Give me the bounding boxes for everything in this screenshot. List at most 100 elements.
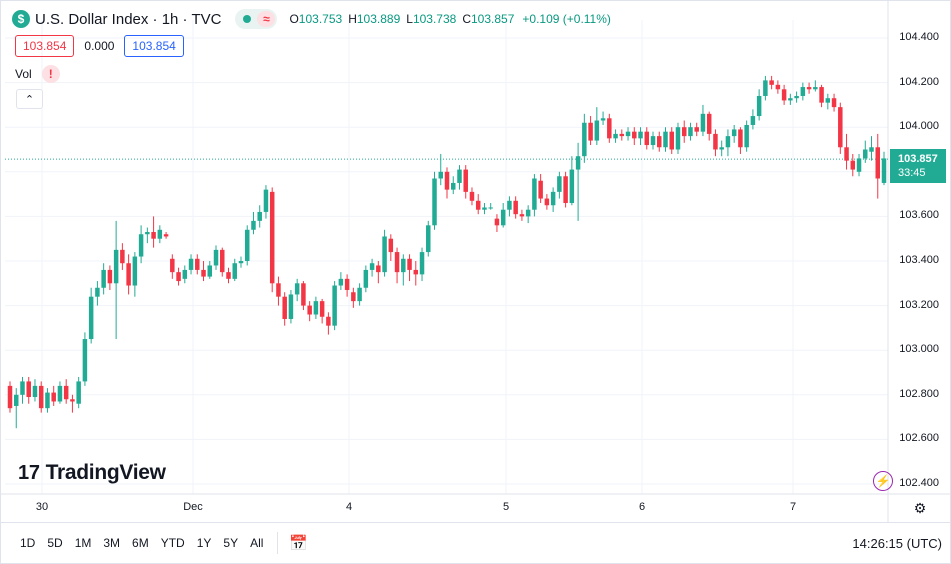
timeframe-button-5d[interactable]: 5D bbox=[47, 536, 63, 550]
last-price-value: 103.857 bbox=[898, 153, 938, 165]
candle bbox=[588, 116, 593, 146]
sell-price-button[interactable]: 103.854 bbox=[15, 35, 75, 57]
candle bbox=[432, 171, 437, 230]
market-open-dot-icon bbox=[243, 15, 252, 23]
candle-body bbox=[744, 124, 749, 148]
candle bbox=[301, 281, 306, 311]
candle-body bbox=[869, 147, 874, 152]
candle-body bbox=[257, 211, 262, 221]
candle bbox=[351, 287, 356, 308]
candle bbox=[657, 131, 662, 152]
volume-legend[interactable]: Vol ! bbox=[15, 65, 60, 83]
candle-body bbox=[769, 80, 774, 85]
candle bbox=[32, 379, 38, 402]
candle bbox=[38, 381, 44, 413]
candle bbox=[20, 376, 25, 404]
candle-body bbox=[856, 158, 862, 172]
candle-body bbox=[88, 296, 94, 340]
timeframe-button-all[interactable]: All bbox=[250, 536, 264, 550]
timeframe-button-ytd[interactable]: YTD bbox=[160, 536, 185, 550]
candle bbox=[681, 120, 687, 143]
candle bbox=[307, 301, 312, 322]
candle bbox=[669, 127, 674, 154]
candle bbox=[800, 82, 806, 101]
timeframe-button-5y[interactable]: 5Y bbox=[223, 536, 239, 550]
candle-body bbox=[650, 136, 656, 146]
candle bbox=[382, 229, 387, 277]
warning-icon[interactable]: ! bbox=[41, 65, 60, 83]
candle-body bbox=[170, 258, 175, 273]
gear-icon[interactable]: ⚙ bbox=[913, 499, 927, 516]
collapse-legend-button[interactable]: ⌃ bbox=[16, 89, 43, 109]
symbol-title[interactable]: U.S. Dollar Index · 1h · TVC bbox=[35, 10, 222, 28]
candle-body bbox=[756, 95, 762, 117]
candle bbox=[513, 196, 518, 219]
candle bbox=[831, 93, 837, 112]
candle bbox=[26, 376, 31, 404]
candle-body bbox=[13, 394, 19, 406]
candle-body bbox=[132, 256, 138, 286]
candle-body bbox=[569, 169, 575, 204]
price-tick-label: 104.000 bbox=[899, 120, 939, 133]
candle-body bbox=[838, 107, 843, 148]
candle bbox=[101, 263, 106, 295]
lightning-icon[interactable]: ⚡ bbox=[873, 471, 893, 491]
candle-body bbox=[163, 234, 169, 237]
clock[interactable]: 14:26:15 (UTC) bbox=[852, 536, 942, 551]
candle-body bbox=[332, 285, 337, 326]
candle-body bbox=[844, 147, 849, 161]
candle bbox=[625, 127, 631, 141]
candle bbox=[700, 104, 706, 137]
date-range-icon[interactable]: 📅 bbox=[289, 535, 308, 552]
candle-body bbox=[819, 87, 824, 103]
candle bbox=[138, 225, 144, 264]
candle bbox=[332, 281, 337, 331]
candle-body bbox=[594, 120, 600, 141]
candle-body bbox=[482, 207, 487, 210]
timeframe-button-6m[interactable]: 6M bbox=[132, 536, 149, 550]
candle-body bbox=[863, 149, 868, 159]
candle bbox=[126, 254, 131, 295]
candle bbox=[457, 165, 462, 190]
candle-body bbox=[151, 232, 156, 239]
candle-body bbox=[613, 133, 618, 139]
quote-boxes: 103.854 0.000 103.854 bbox=[15, 35, 184, 57]
candle bbox=[369, 258, 375, 277]
timeframe-button-1y[interactable]: 1Y bbox=[196, 536, 212, 550]
candle bbox=[638, 127, 643, 146]
candle bbox=[613, 129, 618, 143]
candle bbox=[569, 156, 575, 206]
candle bbox=[619, 129, 625, 141]
candle bbox=[326, 312, 331, 335]
candle bbox=[232, 258, 237, 282]
candle-body bbox=[438, 171, 444, 179]
candle-body bbox=[145, 232, 150, 235]
candle-body bbox=[850, 160, 856, 170]
buy-price-button[interactable]: 103.854 bbox=[124, 35, 184, 57]
candle bbox=[663, 127, 668, 152]
candle bbox=[57, 381, 63, 404]
timeframe-button-3m[interactable]: 3M bbox=[103, 536, 121, 550]
candle-body bbox=[475, 200, 481, 210]
candle-body bbox=[638, 131, 643, 139]
candle bbox=[644, 127, 650, 150]
candle bbox=[357, 283, 362, 306]
candle bbox=[401, 254, 406, 286]
candle bbox=[850, 153, 856, 177]
candle bbox=[507, 196, 512, 217]
timeframe-button-1m[interactable]: 1M bbox=[74, 536, 92, 550]
candle-body bbox=[706, 113, 712, 134]
candle-body bbox=[875, 147, 881, 179]
volume-label: Vol bbox=[15, 67, 32, 81]
symbol-header[interactable]: $ U.S. Dollar Index · 1h · TVC ≈ O103.75… bbox=[12, 9, 611, 29]
candle bbox=[475, 194, 481, 215]
candle bbox=[557, 171, 562, 199]
candle bbox=[444, 167, 450, 199]
candle-body bbox=[107, 269, 113, 284]
candle bbox=[63, 379, 69, 404]
candle-body bbox=[176, 272, 181, 282]
candle bbox=[220, 247, 225, 277]
candle-body bbox=[201, 269, 206, 277]
timeframe-button-1d[interactable]: 1D bbox=[20, 536, 36, 550]
market-status-pill[interactable]: ≈ bbox=[235, 9, 278, 29]
